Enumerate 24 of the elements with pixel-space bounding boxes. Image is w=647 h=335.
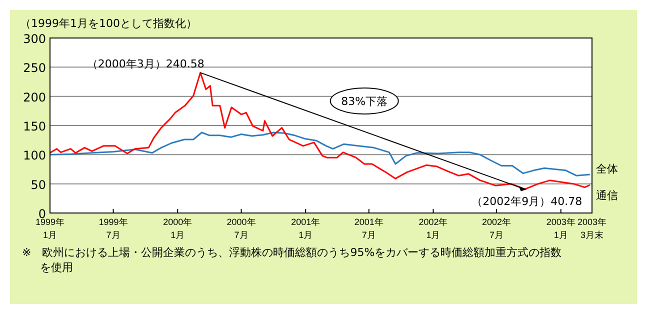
y-tick-label: 250 [23, 61, 46, 76]
x-tick-label: 1999年 7月 [98, 217, 128, 240]
x-tick-label: 1999年 1月 [35, 217, 65, 240]
x-tick-label: 2001年 7月 [354, 217, 384, 240]
x-tick-label: 2001年 1月 [291, 217, 320, 240]
x-tick-label: 2003年 1月 [546, 217, 576, 240]
y-axis-title: （1999年1月を100として指数化） [20, 17, 197, 30]
x-tick-label: 2002年 7月 [482, 217, 512, 240]
y-tick-label: 300 [23, 32, 46, 46]
y-tick-label: 100 [23, 148, 46, 163]
y-tick-label: 150 [23, 120, 46, 134]
series-label: 全体 [596, 162, 618, 176]
x-tick-label: 2002年 1月 [418, 217, 448, 240]
y-tick-label: 200 [23, 90, 46, 104]
annotation: 83%下落 [341, 95, 388, 108]
annotation: （2000年3月）240.58 [86, 58, 204, 71]
y-tick-label: 50 [30, 178, 46, 192]
annotation: （2002年9月）40.78 [472, 195, 582, 208]
series-label: 通信 [596, 189, 618, 202]
x-tick-label: 2003年 3月末 [577, 217, 607, 240]
x-tick-label: 2000年 1月 [163, 217, 192, 240]
text: ※ 欧州における上場・公開企業のうち、浮動株の時価総額のうち95%をカバーする時価総額加重方式の指数を使用 [22, 246, 562, 274]
x-tick-label: 2000年 7月 [226, 217, 256, 240]
line-series [49, 132, 591, 176]
